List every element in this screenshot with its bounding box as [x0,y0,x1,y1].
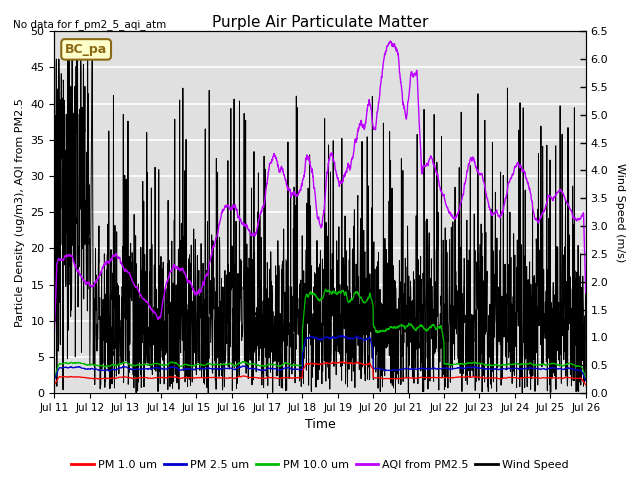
X-axis label: Time: Time [305,419,335,432]
Text: BC_pa: BC_pa [65,43,108,56]
Y-axis label: Particle Density (ug/m3), AQI from PM2.5: Particle Density (ug/m3), AQI from PM2.5 [15,98,25,326]
Title: Purple Air Particulate Matter: Purple Air Particulate Matter [212,15,428,30]
Y-axis label: Wind Speed (m/s): Wind Speed (m/s) [615,163,625,262]
Legend: PM 1.0 um, PM 2.5 um, PM 10.0 um, AQI from PM2.5, Wind Speed: PM 1.0 um, PM 2.5 um, PM 10.0 um, AQI fr… [67,456,573,474]
Text: No data for f_pm2_5_aqi_atm: No data for f_pm2_5_aqi_atm [13,19,166,30]
